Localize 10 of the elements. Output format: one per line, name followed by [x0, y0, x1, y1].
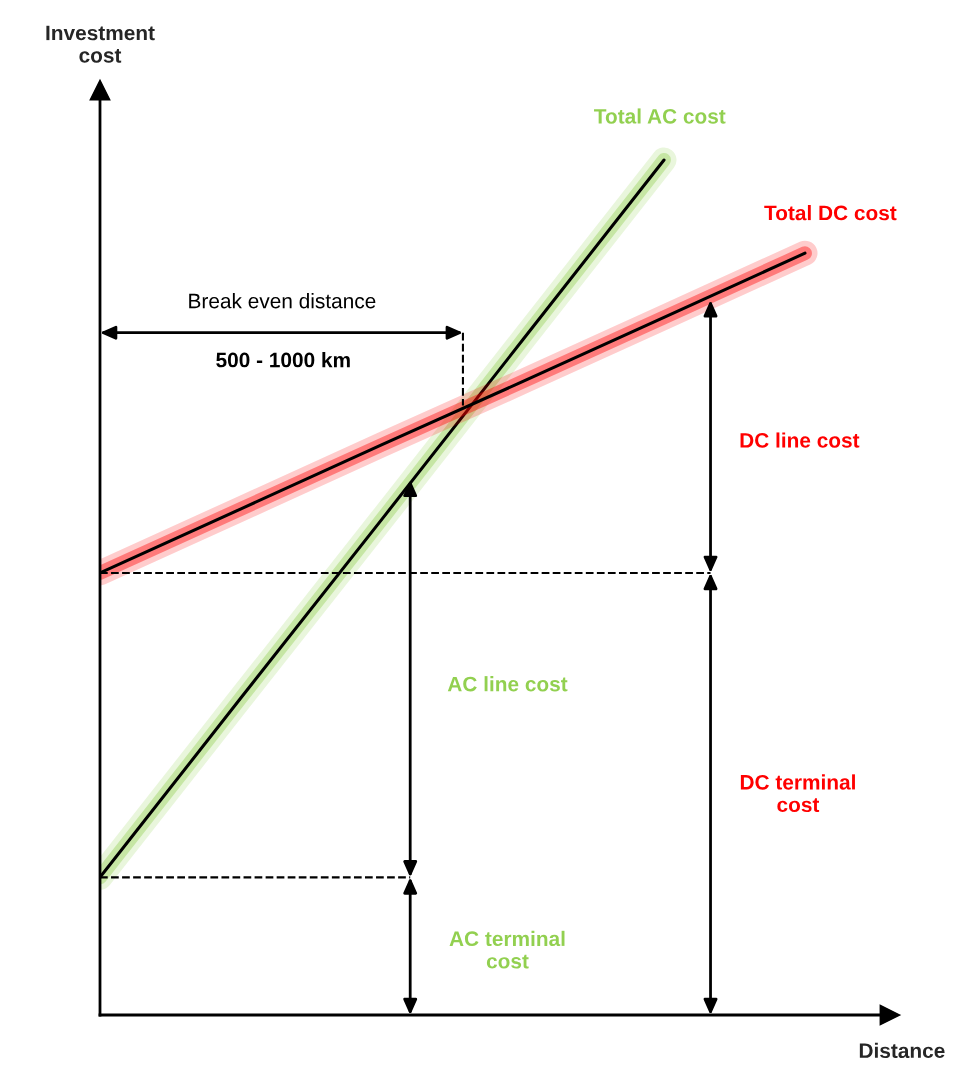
text: Total DC cost — [764, 205, 897, 221]
annotation: 500 - 1000 km — [216, 352, 350, 368]
annotation: AC terminal cost — [449, 930, 565, 969]
annotation: DC line cost — [740, 432, 860, 448]
x-axis-title: Distance — [859, 1042, 945, 1059]
annotation: DC terminal cost — [740, 774, 855, 813]
annotation: Break even distance — [189, 293, 376, 309]
y-axis-title: Investment cost — [46, 25, 155, 63]
text: Total AC cost — [594, 108, 726, 124]
annotation: AC line cost — [447, 676, 568, 692]
